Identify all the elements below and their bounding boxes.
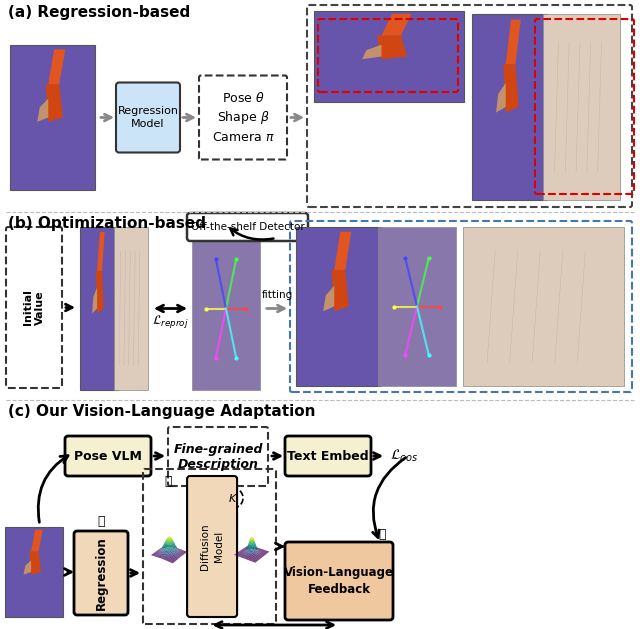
Text: Regression
Model: Regression Model	[118, 106, 179, 129]
Text: Initial
Value: Initial Value	[23, 289, 45, 325]
Text: 🔥: 🔥	[97, 515, 105, 528]
Text: (b) Optimization-based: (b) Optimization-based	[8, 216, 206, 231]
Polygon shape	[334, 231, 351, 270]
Polygon shape	[97, 232, 105, 271]
FancyBboxPatch shape	[74, 531, 128, 615]
Text: $\mathcal{L}_{cos}$: $\mathcal{L}_{cos}$	[390, 448, 418, 464]
Text: Description: Description	[177, 459, 259, 471]
Text: Fine-grained: Fine-grained	[173, 443, 263, 457]
Polygon shape	[45, 84, 63, 122]
Text: (c) Our Vision-Language Adaptation: (c) Our Vision-Language Adaptation	[8, 404, 316, 419]
Text: Text Embed: Text Embed	[287, 450, 369, 462]
Polygon shape	[504, 64, 518, 113]
Polygon shape	[24, 560, 31, 575]
Polygon shape	[37, 99, 48, 122]
FancyBboxPatch shape	[192, 227, 260, 390]
FancyBboxPatch shape	[543, 14, 620, 200]
Polygon shape	[31, 530, 43, 551]
Text: Off-the-shelf Detector: Off-the-shelf Detector	[191, 222, 305, 232]
FancyBboxPatch shape	[80, 227, 118, 390]
Polygon shape	[48, 49, 65, 84]
FancyBboxPatch shape	[114, 227, 148, 390]
Text: Diffusion
Model: Diffusion Model	[200, 523, 224, 570]
FancyBboxPatch shape	[285, 542, 393, 620]
Text: $\mathcal{L}_{reproj}$: $\mathcal{L}_{reproj}$	[152, 313, 188, 330]
Text: fitting: fitting	[261, 291, 292, 301]
FancyBboxPatch shape	[463, 227, 624, 386]
Polygon shape	[29, 551, 41, 575]
Text: $K$: $K$	[228, 492, 238, 504]
Polygon shape	[496, 83, 506, 113]
FancyBboxPatch shape	[187, 476, 237, 617]
Text: Regression: Regression	[95, 536, 108, 610]
Text: Pose VLM: Pose VLM	[74, 450, 142, 462]
Polygon shape	[96, 271, 104, 313]
Polygon shape	[377, 36, 407, 59]
Polygon shape	[381, 14, 412, 36]
Polygon shape	[92, 287, 97, 313]
Text: 🔥: 🔥	[378, 528, 386, 541]
Text: Pose $\theta$: Pose $\theta$	[221, 91, 264, 104]
FancyBboxPatch shape	[5, 527, 63, 617]
FancyBboxPatch shape	[296, 227, 381, 386]
Polygon shape	[506, 19, 521, 64]
FancyBboxPatch shape	[187, 213, 308, 241]
FancyBboxPatch shape	[285, 436, 371, 476]
Polygon shape	[323, 286, 334, 311]
FancyBboxPatch shape	[378, 227, 456, 386]
Text: 🔥: 🔥	[164, 475, 172, 488]
FancyBboxPatch shape	[65, 436, 151, 476]
FancyBboxPatch shape	[472, 14, 547, 200]
FancyBboxPatch shape	[314, 11, 464, 102]
FancyBboxPatch shape	[116, 82, 180, 152]
Text: Vision-Language
Feedback: Vision-Language Feedback	[284, 566, 394, 596]
FancyBboxPatch shape	[10, 45, 95, 190]
Text: Shape $\beta$: Shape $\beta$	[217, 109, 269, 126]
Text: Camera $\pi$: Camera $\pi$	[212, 131, 275, 144]
Text: (a) Regression-based: (a) Regression-based	[8, 5, 190, 20]
Polygon shape	[332, 270, 349, 311]
Polygon shape	[362, 45, 381, 59]
